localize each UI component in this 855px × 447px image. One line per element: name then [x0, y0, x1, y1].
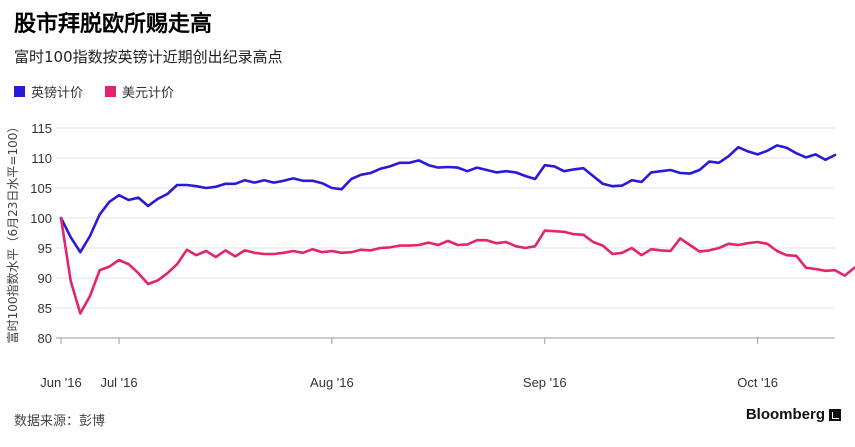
source-note: 数据来源：彭博	[14, 414, 106, 429]
series-lines	[59, 144, 855, 315]
legend-swatch-usd	[105, 86, 117, 97]
x-tick-labels: Jun '16 Jul '16 Aug '16 Sep '16 Oct '16	[40, 338, 778, 390]
chart-subtitle: 富时100指数按英镑计近期创出纪录高点	[14, 48, 283, 66]
legend-item-gbp: 英镑计价	[14, 82, 83, 101]
x-tick-label: Jul '16	[100, 375, 137, 390]
gridlines	[56, 127, 835, 339]
y-tick-label: 105	[30, 181, 52, 196]
x-tick-label: Sep '16	[523, 375, 567, 390]
chart-title: 股市拜脱欧所赐走高	[14, 11, 213, 37]
series-line-usd	[59, 216, 855, 315]
y-axis-label: 富时100指数水平（6月23日水平=100）	[5, 121, 20, 344]
legend-label-usd: 美元计价	[122, 86, 175, 101]
legend: 英镑计价 美元计价	[14, 82, 174, 101]
y-tick-label: 85	[38, 301, 52, 316]
brand-name: Bloomberg	[745, 406, 825, 423]
chart-icon	[829, 408, 841, 421]
y-tick-label: 95	[38, 241, 52, 256]
x-tick-label: Jun '16	[40, 375, 82, 390]
series-line-gbp	[59, 144, 837, 254]
x-tick-label: Aug '16	[310, 375, 354, 390]
legend-label-gbp: 英镑计价	[31, 86, 84, 101]
y-tick-label: 100	[30, 211, 52, 226]
y-tick-labels: 80 85 90 95 100 105 110 115	[30, 121, 52, 346]
y-tick-label: 80	[38, 331, 52, 346]
legend-item-usd: 美元计价	[105, 82, 174, 101]
bloomberg-logo: Bloomberg	[746, 406, 841, 423]
y-tick-label: 110	[31, 151, 52, 166]
x-tick-label: Oct '16	[737, 375, 778, 390]
y-tick-label: 90	[38, 271, 52, 286]
legend-swatch-gbp	[14, 86, 25, 97]
y-tick-label: 115	[31, 121, 52, 136]
